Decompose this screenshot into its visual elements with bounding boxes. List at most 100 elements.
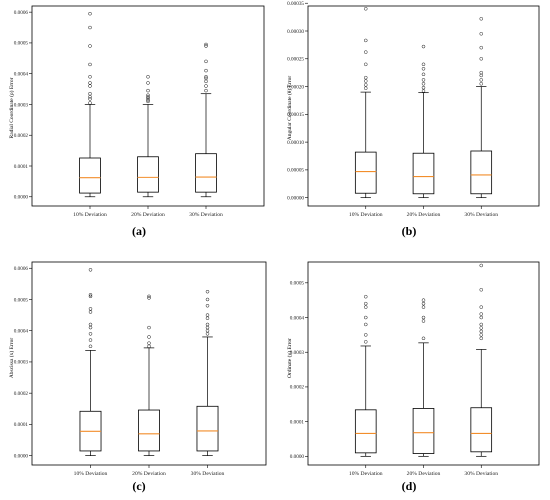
outlier-point [421, 78, 426, 82]
outlier-point [364, 75, 368, 80]
outlier-point [364, 50, 368, 54]
outlier-point [204, 84, 208, 88]
outlier-point [421, 85, 426, 90]
outlier-point [146, 93, 150, 97]
box-2 [137, 75, 159, 198]
outlier-point [364, 86, 368, 90]
outlier-point [205, 332, 210, 336]
outlier-point [364, 83, 368, 87]
box-1 [79, 268, 102, 456]
y-axis-label: Angular Coordinate (θ) Error [287, 75, 293, 141]
y-tick-label: 0.0005 [14, 297, 29, 303]
outlier-point [88, 25, 92, 30]
outlier-point [147, 294, 151, 299]
outlier-point [421, 305, 426, 309]
chart-panel-a: Radial Coordinate (ρ) Error 0.0000 0.0001… [0, 0, 275, 250]
boxplot-c: 0.0000 0.0001 0.0002 0.0003 0.0004 0.0005 0.00… [14, 261, 267, 477]
box-2 [138, 294, 160, 456]
chart-panel-b: Angular Coordinate (θ) Error 0.00000 0.00… [275, 0, 550, 250]
outlier-point [88, 307, 93, 311]
box-iqr [79, 157, 101, 194]
x-tick-label: 20% Deviation [131, 212, 165, 218]
outlier-point [205, 313, 210, 317]
outlier-point [479, 73, 483, 78]
box-iqr [138, 409, 160, 452]
outlier-point [479, 288, 483, 292]
box-iqr [354, 409, 377, 454]
x-tick-label: 10% Deviation [349, 471, 383, 477]
outlier-point [88, 294, 93, 299]
outlier-point [364, 301, 368, 306]
box-iqr [412, 152, 435, 195]
outlier-point [204, 75, 208, 79]
y-tick-label: 0.0006 [14, 266, 29, 272]
x-tick-label: 30% Deviation [464, 212, 498, 218]
outlier-point [204, 59, 208, 64]
outlier-point [204, 88, 208, 93]
box-iqr [354, 151, 377, 194]
outlier-point [205, 289, 210, 294]
x-tick-label: 30% Deviation [464, 471, 498, 477]
outlier-point [88, 44, 92, 48]
panel-caption: (d) [401, 479, 417, 493]
outlier-point [364, 305, 368, 309]
y-tick-label: 0.00005 [287, 168, 304, 174]
outlier-point [364, 62, 368, 67]
x-tick-label: 20% Deviation [407, 212, 441, 218]
box-1 [354, 294, 377, 457]
outlier-point [88, 81, 92, 85]
box-3 [195, 42, 217, 198]
outlier-point [421, 82, 426, 86]
box-iqr [195, 153, 217, 193]
outlier-point [88, 338, 93, 342]
outlier-point [204, 76, 208, 81]
x-tick-label: 30% Deviation [191, 471, 225, 477]
outlier-point [88, 344, 93, 349]
outlier-point [147, 335, 151, 339]
outlier-point [364, 333, 368, 337]
outlier-point [88, 62, 92, 67]
outlier-point [204, 44, 208, 48]
boxplot-a: 0.0000 0.0001 0.0002 0.0003 0.0004 0.0005 0.00… [14, 5, 265, 218]
box-2 [412, 298, 435, 457]
y-tick-label: 0.00015 [287, 112, 304, 118]
outlier-point [421, 89, 426, 93]
y-axis-label: Abscissa (x) Error [9, 337, 15, 379]
outlier-point [146, 88, 150, 93]
y-tick-label: 0.0001 [14, 422, 29, 428]
outlier-point [421, 67, 426, 71]
outlier-point [479, 312, 483, 316]
x-tick-label: 10% Deviation [74, 471, 108, 477]
y-tick-label: 0.0006 [14, 10, 29, 16]
outlier-point [205, 297, 210, 302]
outlier-point [421, 301, 426, 306]
outlier-point [421, 298, 426, 302]
outlier-point [146, 75, 150, 79]
y-tick-label: 0.0000 [14, 195, 29, 201]
outlier-point [147, 341, 151, 345]
boxplot-b: 0.00000 0.00005 0.00010 0.00015 0.00020 0.000… [287, 1, 540, 218]
panel-caption: (b) [401, 224, 417, 238]
outlier-point [479, 305, 483, 309]
y-tick-label: 0.0001 [14, 164, 29, 170]
outlier-point [479, 45, 483, 50]
y-tick-label: 0.0002 [290, 385, 305, 391]
y-tick-label: 0.00020 [287, 84, 304, 90]
panel-caption: (c) [132, 479, 146, 493]
outlier-point [479, 336, 483, 341]
outlier-point [88, 95, 92, 99]
outlier-point [146, 81, 150, 85]
outlier-point [204, 42, 208, 47]
outlier-point [88, 332, 93, 336]
panel-caption: (a) [132, 224, 146, 238]
outlier-point [147, 296, 151, 300]
outlier-point [479, 32, 483, 36]
outlier-point [479, 322, 483, 327]
outlier-point [88, 84, 92, 88]
y-tick-label: 0.0005 [290, 281, 305, 287]
outlier-point [421, 336, 426, 341]
y-axis-label: Radial Coordinate (ρ) Error [9, 77, 15, 139]
y-tick-label: 0.00010 [287, 140, 304, 146]
outlier-point [205, 322, 210, 327]
outlier-point [204, 79, 208, 84]
